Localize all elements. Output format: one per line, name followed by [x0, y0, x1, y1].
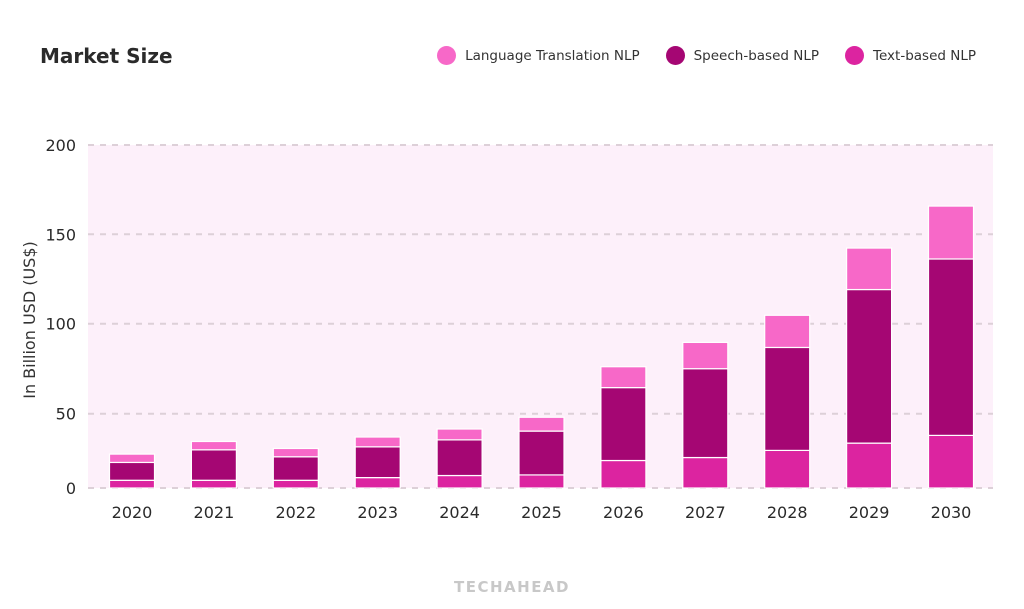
x-tick-label: 2022: [275, 503, 316, 522]
bar-segment: [518, 474, 565, 489]
legend-item: Text-based NLP: [845, 46, 976, 65]
bar-segment: [108, 453, 156, 464]
bar-segment: [272, 479, 319, 489]
y-tick-label: 100: [45, 315, 76, 334]
bar-segment: [190, 479, 237, 489]
bar-segment: [190, 449, 237, 481]
bar-segment: [845, 247, 893, 291]
x-tick-label: 2029: [849, 503, 890, 522]
y-axis-label: In Billion USD (US$): [20, 241, 39, 399]
bar-segment: [764, 449, 811, 489]
legend-item: Speech-based NLP: [665, 46, 820, 65]
bar-segment: [354, 476, 401, 489]
legend-label: Language Translation NLP: [465, 47, 640, 64]
bar-segment: [764, 314, 811, 349]
x-tick-label: 2030: [931, 503, 972, 522]
x-tick-label: 2027: [685, 503, 726, 522]
bar-segment: [927, 434, 975, 489]
bar-segment: [927, 205, 975, 260]
x-tick-label: 2024: [439, 503, 480, 522]
bar-segment: [272, 447, 319, 458]
bar-segment: [845, 288, 893, 444]
bar-segment: [845, 442, 893, 489]
bar-segment: [272, 456, 319, 481]
bar-segment: [518, 430, 565, 476]
bar-segment: [682, 368, 729, 459]
bar-segment: [108, 461, 156, 481]
legend-swatch: [665, 46, 685, 65]
bar-segment: [600, 387, 647, 462]
y-tick-label: 50: [56, 405, 76, 424]
techahead-logo: TECHAHEAD: [453, 578, 570, 596]
x-tick-label: 2026: [603, 503, 644, 522]
y-tick-label: 150: [45, 225, 76, 244]
bar-segment: [190, 440, 237, 451]
chart-title: Market Size: [40, 44, 173, 68]
bar-segment: [436, 428, 483, 441]
x-tick-label: 2025: [521, 503, 562, 522]
x-tick-label: 2020: [112, 503, 153, 522]
bar-segment: [518, 416, 565, 432]
bar-segment: [436, 439, 483, 477]
bar-segment: [600, 366, 647, 389]
bar-segment: [600, 459, 647, 489]
bar-segment: [682, 456, 729, 489]
legend: Language Translation NLP Speech-based NLP…: [437, 46, 976, 65]
bar-segment: [764, 346, 811, 452]
bar-segment: [108, 479, 156, 489]
bar-segment: [682, 341, 729, 370]
bar-segment: [354, 436, 401, 448]
x-tick-label: 2023: [357, 503, 398, 522]
y-tick-label: 0: [66, 479, 76, 498]
bar-segment: [436, 474, 483, 489]
x-tick-label: 2028: [767, 503, 808, 522]
bar-segment: [927, 258, 975, 436]
x-tick-label: 2021: [194, 503, 235, 522]
legend-label: Speech-based NLP: [693, 47, 820, 64]
y-tick-label: 200: [45, 136, 76, 155]
legend-swatch: [437, 46, 457, 65]
legend-label: Text-based NLP: [873, 47, 976, 64]
legend-swatch: [845, 46, 865, 65]
bar-segment: [354, 446, 401, 479]
legend-item: Language Translation NLP: [437, 46, 640, 65]
